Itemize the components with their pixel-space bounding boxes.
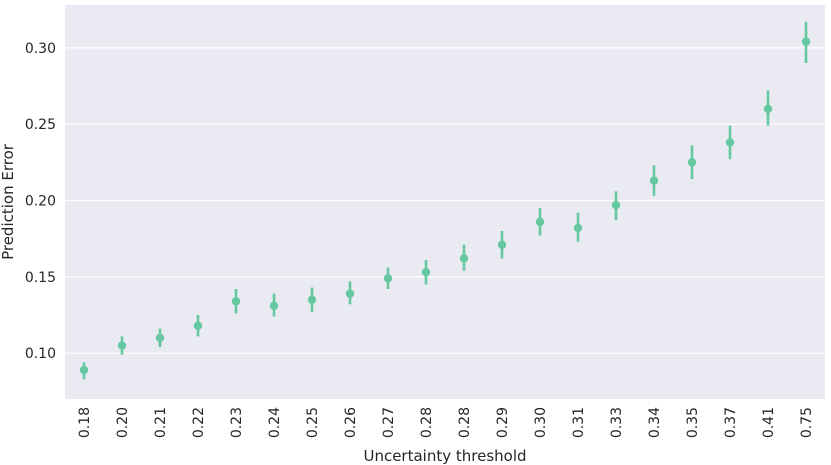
data-point <box>117 341 127 350</box>
x-tick-label: 0.24 <box>267 407 283 438</box>
data-point <box>79 365 89 375</box>
x-tick-label: 0.75 <box>799 407 815 438</box>
data-point <box>611 200 621 210</box>
y-tick-labels: 0.10 0.15 0.20 0.25 0.30 <box>25 41 56 362</box>
x-tick-label: 0.22 <box>191 407 207 438</box>
data-point <box>155 333 165 343</box>
x-tick-label: 0.27 <box>381 407 397 438</box>
data-point <box>497 240 507 249</box>
x-tick-label: 0.33 <box>609 407 625 438</box>
data-point <box>193 321 203 330</box>
data-point <box>383 274 393 283</box>
data-point <box>269 301 279 311</box>
grid-lines <box>65 47 825 354</box>
data-point <box>573 223 583 233</box>
x-tick-label: 0.20 <box>115 407 131 438</box>
y-tick-label: 0.20 <box>25 193 56 209</box>
y-tick-label: 0.25 <box>25 117 56 133</box>
x-tick-label: 0.28 <box>457 407 473 438</box>
data-point <box>649 176 659 185</box>
plot-background <box>65 5 825 399</box>
data-point <box>801 37 811 46</box>
y-tick-label: 0.15 <box>25 270 56 286</box>
x-tick-label: 0.21 <box>153 407 169 438</box>
y-tick-label: 0.30 <box>25 41 56 57</box>
x-tick-label: 0.29 <box>495 407 511 438</box>
y-tick-label: 0.10 <box>25 346 56 362</box>
x-tick-label: 0.30 <box>533 407 549 438</box>
x-tick-label: 0.26 <box>343 407 359 438</box>
x-axis-label: Uncertainty threshold <box>363 447 526 465</box>
x-tick-label: 0.41 <box>761 407 777 438</box>
data-point <box>725 138 735 147</box>
data-point <box>535 217 545 227</box>
x-tick-label: 0.35 <box>685 407 701 438</box>
x-tick-label: 0.28 <box>419 407 435 438</box>
data-point <box>421 268 431 277</box>
x-tick-label: 0.23 <box>229 407 245 438</box>
data-point <box>763 104 773 114</box>
data-point <box>687 158 697 167</box>
y-axis-label: Prediction Error <box>0 143 17 260</box>
data-points <box>79 21 811 380</box>
data-point <box>459 254 469 263</box>
x-tick-label: 0.34 <box>647 407 663 438</box>
x-tick-label: 0.25 <box>305 407 321 438</box>
x-tick-labels: 0.18 0.20 0.21 0.22 0.23 0.24 0.25 0.26 0.27 0.28… <box>77 407 815 438</box>
x-tick-label: 0.18 <box>77 407 93 438</box>
data-point <box>307 295 317 304</box>
data-point <box>345 289 355 298</box>
x-tick-label: 0.37 <box>723 407 739 438</box>
x-tick-label: 0.31 <box>571 407 587 438</box>
data-point <box>231 297 241 306</box>
